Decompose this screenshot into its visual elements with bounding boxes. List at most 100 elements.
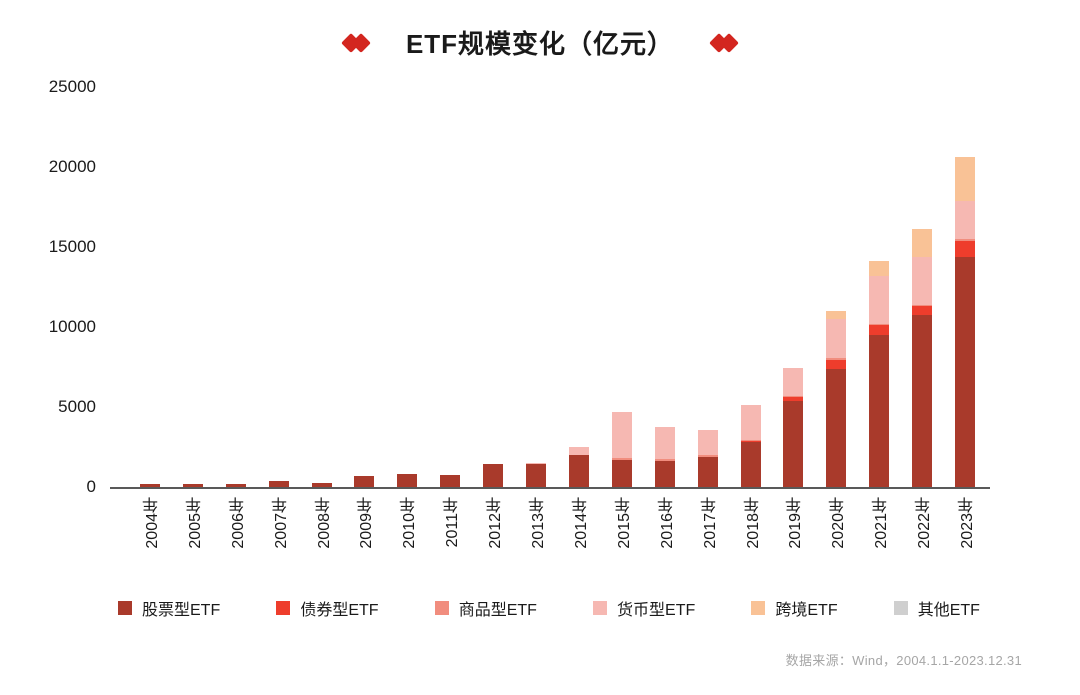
bar-segment-货币型ETF	[526, 462, 547, 464]
bar-2023年	[955, 157, 975, 487]
x-axis-label-2004年: 2004年	[144, 497, 161, 549]
x-axis-label-2021年: 2021年	[873, 497, 891, 549]
y-axis-tick-25000: 25000	[48, 77, 96, 96]
bar-2008年	[311, 483, 332, 487]
y-axis-tick-5000: 5000	[58, 397, 96, 416]
x-axis-label-2005年: 2005年	[186, 497, 204, 549]
bar-2022年	[912, 228, 933, 487]
legend-item-跨境ETF: 跨境ETF	[751, 596, 838, 620]
legend: 股票型ETF 债券型ETF 商品型ETF 货币型ETF 跨境ETF 其他ETF	[118, 596, 980, 620]
bar-2010年	[397, 473, 418, 487]
bar-segment-货币型ETF	[955, 200, 975, 240]
bar-segment-商品型ETF	[869, 323, 890, 326]
x-axis-label-2009年: 2009年	[358, 497, 376, 549]
bar-2005年	[182, 484, 203, 487]
legend-label: 货币型ETF	[617, 602, 696, 619]
bar-segment-债券型ETF	[826, 359, 847, 369]
y-axis-tick-0: 0	[86, 477, 96, 496]
bar-segment-货币型ETF	[912, 256, 933, 305]
x-axis-label-2018年: 2018年	[744, 497, 762, 549]
bar-segment-商品型ETF	[955, 239, 975, 241]
bar-segment-商品型ETF	[912, 304, 933, 307]
chart-title-row: ETF规模变化（亿元）	[0, 24, 1080, 61]
bar-segment-商品型ETF	[740, 439, 761, 442]
bar-2012年	[483, 463, 504, 487]
bar-segment-股票型ETF	[268, 481, 289, 487]
x-axis-label-2007年: 2007年	[272, 497, 290, 549]
y-axis-tick-10000: 10000	[48, 317, 96, 336]
legend-swatch-icon	[751, 601, 766, 615]
bar-2016年	[654, 427, 675, 487]
bar-segment-债券型ETF	[869, 325, 890, 335]
y-axis-tick-15000: 15000	[48, 237, 96, 256]
legend-swatch-icon	[593, 601, 608, 615]
plot-area: 0 5000 10000 15000 20000 25000 2004年 2005年 2006年…	[49, 77, 990, 549]
bar-segment-债券型ETF	[955, 240, 975, 257]
bar-segment-股票型ETF	[140, 484, 160, 487]
bar-2021年	[869, 260, 890, 487]
bar-2004年	[140, 484, 160, 487]
x-axis-label-2011年: 2011年	[444, 497, 462, 548]
x-axis-label-2019年: 2019年	[787, 497, 805, 549]
bar-segment-股票型ETF	[397, 473, 418, 487]
data-source-note: 数据来源：Wind，2004.1.1-2023.12.31	[785, 653, 1022, 668]
bar-segment-货币型ETF	[568, 447, 589, 455]
bar-segment-股票型ETF	[740, 442, 761, 487]
bar-segment-货币型ETF	[654, 427, 675, 460]
legend-label: 股票型ETF	[142, 602, 221, 619]
x-axis-label-2012年: 2012年	[487, 497, 505, 549]
bar-segment-货币型ETF	[869, 275, 890, 324]
bar-segment-债券型ETF	[783, 397, 804, 401]
bar-segment-股票型ETF	[826, 368, 847, 487]
legend-swatch-icon	[893, 601, 908, 615]
bar-segment-债券型ETF	[912, 306, 933, 315]
bar-segment-货币型ETF	[611, 411, 632, 459]
bar-segment-股票型ETF	[311, 483, 332, 487]
bar-segment-商品型ETF	[697, 455, 718, 457]
bar-segment-股票型ETF	[955, 256, 975, 487]
bar-segment-货币型ETF	[697, 430, 718, 456]
bar-segment-商品型ETF	[654, 459, 675, 461]
y-axis-tick-20000: 20000	[48, 157, 96, 176]
x-axis-label-2020年: 2020年	[830, 497, 848, 549]
legend-label: 债券型ETF	[300, 602, 379, 619]
bar-segment-货币型ETF	[826, 319, 847, 359]
x-axis-label-2010年: 2010年	[401, 497, 419, 549]
bar-segment-跨境ETF	[955, 157, 975, 201]
bar-2017年	[697, 430, 718, 487]
bar-segment-股票型ETF	[697, 456, 718, 487]
x-axis-label-2013年: 2013年	[530, 497, 548, 549]
bar-2015年	[611, 411, 632, 487]
x-axis-label-2016年: 2016年	[658, 497, 676, 549]
legend-label: 其他ETF	[917, 602, 980, 619]
x-axis-label-2014年: 2014年	[572, 497, 590, 549]
bar-segment-商品型ETF	[826, 358, 847, 360]
bar-2019年	[783, 367, 804, 487]
bar-2006年	[225, 484, 246, 487]
legend-item-债券型ETF: 债券型ETF	[276, 596, 379, 620]
bar-segment-跨境ETF	[912, 228, 933, 257]
bar-2014年	[568, 447, 589, 487]
x-axis-label-2006年: 2006年	[229, 497, 247, 549]
bar-2018年	[740, 405, 761, 487]
bar-2011年	[440, 474, 461, 487]
bar-segment-商品型ETF	[611, 458, 632, 460]
bar-segment-股票型ETF	[783, 400, 804, 487]
x-axis-label-2008年: 2008年	[315, 497, 333, 549]
legend-swatch-icon	[276, 601, 291, 615]
bar-segment-跨境ETF	[826, 311, 847, 320]
x-axis-label-2015年: 2015年	[615, 497, 633, 549]
legend-item-其他ETF: 其他ETF	[893, 596, 980, 620]
legend-swatch-icon	[118, 601, 132, 615]
x-axis-label-2017年: 2017年	[701, 497, 719, 549]
bar-2009年	[354, 476, 375, 487]
title-diamonds-right-icon	[709, 32, 739, 53]
bar-segment-股票型ETF	[869, 335, 890, 487]
bar-2007年	[268, 481, 289, 487]
bar-segment-股票型ETF	[654, 460, 675, 487]
bar-segment-股票型ETF	[912, 315, 933, 487]
title-diamonds-left-icon	[341, 32, 371, 53]
legend-item-商品型ETF: 商品型ETF	[434, 596, 537, 620]
legend-label: 跨境ETF	[775, 602, 838, 619]
